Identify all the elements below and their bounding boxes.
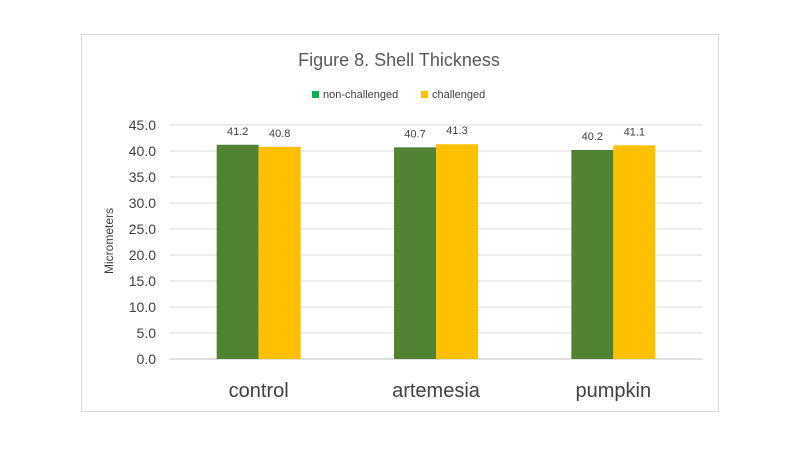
legend-label: challenged <box>432 89 485 101</box>
data-label: 40.7 <box>404 128 425 140</box>
y-tick-label: 15.0 <box>129 273 156 289</box>
bar-non-challenged-pumpkin <box>571 149 614 359</box>
x-axis-categories: control artemesia pumpkin <box>229 380 651 402</box>
legend-swatch-non-challenged <box>312 91 319 98</box>
x-category-label: artemesia <box>392 380 481 402</box>
y-tick-label: 5.0 <box>137 325 157 341</box>
data-label: 40.8 <box>269 128 290 140</box>
y-tick-label: 30.0 <box>129 195 156 211</box>
bar-challenged-artemesia <box>436 144 478 359</box>
bar-challenged-pumpkin <box>613 145 656 359</box>
x-category-label: pumpkin <box>576 380 652 402</box>
y-axis-label: Micrometers <box>102 208 116 274</box>
y-tick-label: 10.0 <box>129 299 156 315</box>
bars <box>216 144 656 359</box>
legend-label: non-challenged <box>323 89 398 101</box>
chart-title: Figure 8. Shell Thickness <box>298 50 500 70</box>
data-label: 41.1 <box>624 126 645 138</box>
bar-non-challenged-control <box>216 144 259 359</box>
data-labels: 41.2 40.8 40.7 41.3 40.2 41.1 <box>227 125 645 143</box>
y-tick-label: 20.0 <box>129 247 156 263</box>
data-label: 41.3 <box>446 125 467 137</box>
bar-challenged-control <box>258 146 301 359</box>
x-category-label: control <box>229 380 289 402</box>
bar-non-challenged-artemesia <box>394 147 436 359</box>
y-tick-label: 25.0 <box>129 221 156 237</box>
data-label: 40.2 <box>582 131 603 143</box>
legend: non-challenged challenged <box>312 89 485 101</box>
data-label: 41.2 <box>227 126 248 138</box>
y-tick-label: 35.0 <box>129 169 156 185</box>
legend-swatch-challenged <box>421 91 428 98</box>
y-tick-label: 0.0 <box>137 351 157 367</box>
y-tick-label: 45.0 <box>129 117 156 133</box>
y-axis-ticks: 0.0 5.0 10.0 15.0 20.0 25.0 30.0 35.0 40.0 45.0 <box>129 117 156 367</box>
y-tick-label: 40.0 <box>129 143 156 159</box>
